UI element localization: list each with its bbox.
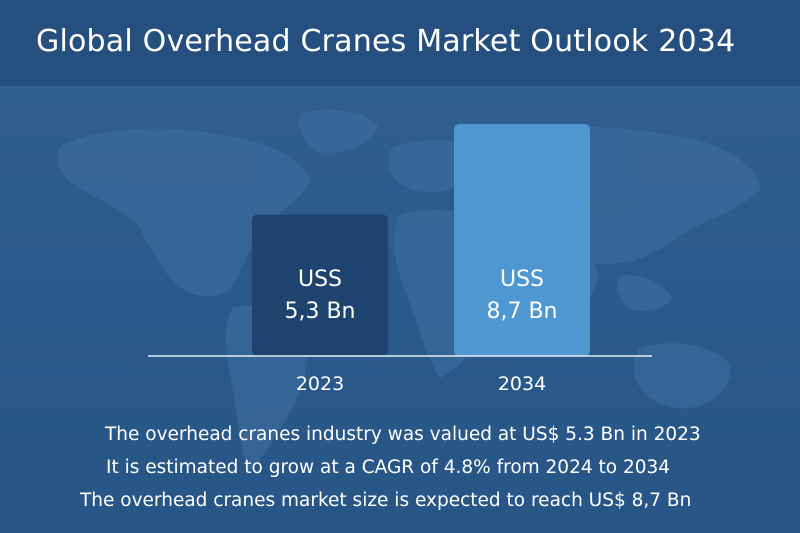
bar-value-label-2034-line1: USS	[500, 267, 544, 292]
map-north-america	[57, 128, 310, 297]
key-fact-cagr: It is estimated to grow at a CAGR of 4.8…	[106, 457, 671, 478]
bars	[252, 124, 590, 356]
bar-chart: USS 5,3 Bn USS 8,7 Bn 2023 2034	[148, 124, 652, 395]
x-axis-ticks: 2023 2034	[296, 373, 546, 395]
bar-value-label-2023-line2: 5,3 Bn	[284, 299, 355, 324]
map-southeast-asia	[617, 275, 672, 311]
bar-value-labels: USS 5,3 Bn USS 8,7 Bn	[284, 267, 557, 324]
bar-2023	[252, 214, 388, 356]
header-band: Global Overhead Cranes Market Outlook 20…	[0, 0, 800, 87]
key-fact-forecast: The overhead cranes market size is expec…	[80, 490, 692, 511]
map-australia	[633, 343, 731, 409]
x-tick-label-2034: 2034	[498, 373, 546, 395]
bar-value-label-2034-line2: 8,7 Bn	[486, 299, 557, 324]
x-tick-label-2023: 2023	[296, 373, 344, 395]
bar-value-label-2023-line1: USS	[298, 267, 342, 292]
bar-2034	[454, 124, 590, 356]
map-greenland	[298, 110, 378, 153]
page-title: Global Overhead Cranes Market Outlook 20…	[36, 24, 736, 59]
key-fact-valuation: The overhead cranes industry was valued …	[105, 424, 701, 445]
